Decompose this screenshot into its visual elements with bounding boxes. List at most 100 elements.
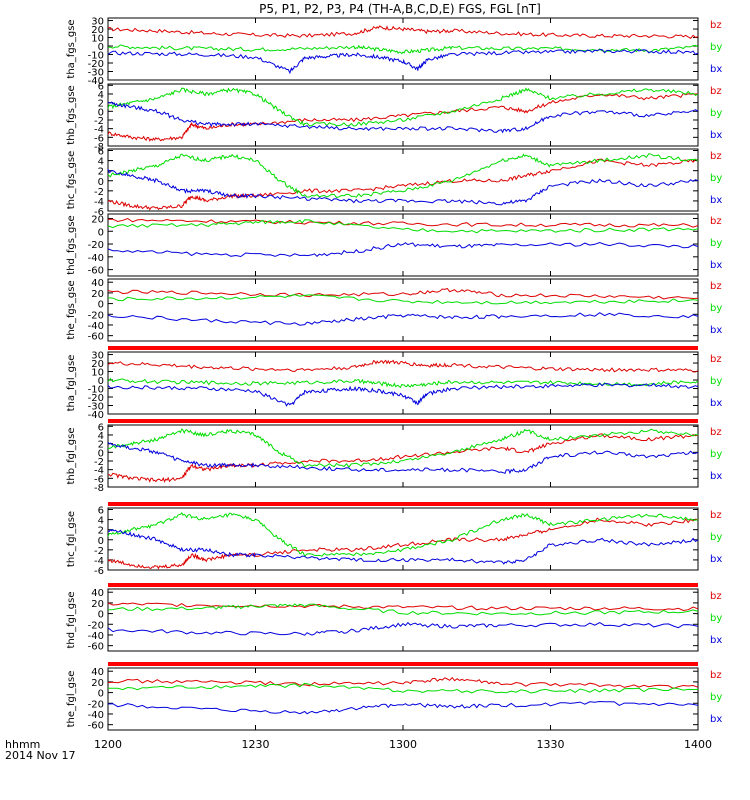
y-tick-label: -6 bbox=[94, 566, 104, 577]
y-tick-label: 40 bbox=[91, 667, 104, 678]
series-line-by bbox=[107, 377, 699, 388]
y-tick-label: 2 bbox=[98, 440, 104, 451]
y-tick-label: 2 bbox=[98, 167, 104, 178]
y-tick-label: -20 bbox=[88, 699, 104, 710]
legend-bx: bx bbox=[710, 471, 722, 482]
legend-by: by bbox=[710, 376, 722, 387]
panel-frame bbox=[107, 17, 699, 81]
y-tick-label: -4 bbox=[94, 125, 104, 136]
y-tick-label: -20 bbox=[88, 620, 104, 631]
y-tick-label: 4 bbox=[98, 90, 104, 101]
y-tick-label: -20 bbox=[88, 310, 104, 321]
legend-bz: bz bbox=[710, 216, 722, 227]
legend-bx: bx bbox=[710, 130, 722, 141]
series-line-bz bbox=[108, 25, 699, 39]
panel-frame bbox=[107, 278, 699, 342]
flag-bar-0 bbox=[108, 346, 698, 350]
y-axis-label: thb_fgs_gse bbox=[66, 85, 77, 144]
legend-by: by bbox=[710, 692, 722, 703]
series-line-bx bbox=[107, 621, 699, 636]
legend-bx: bx bbox=[710, 398, 722, 409]
legend-bz: bz bbox=[710, 510, 722, 521]
x-tick-label: 1200 bbox=[94, 738, 122, 751]
y-tick-label: 4 bbox=[98, 516, 104, 527]
series-line-by bbox=[107, 87, 699, 127]
legend-by: by bbox=[710, 449, 722, 460]
y-tick-label: -10 bbox=[88, 385, 104, 396]
y-tick-label: -60 bbox=[88, 332, 104, 343]
series-line-bz bbox=[107, 517, 699, 570]
y-axis-label: tha_fgs_gse bbox=[66, 19, 77, 78]
y-axis-label: thc_fgs_gse bbox=[66, 151, 77, 210]
y-tick-label: -20 bbox=[88, 393, 104, 404]
series-line-by bbox=[107, 294, 699, 305]
y-tick-label: -4 bbox=[94, 466, 104, 477]
series-line-bx bbox=[107, 48, 699, 75]
y-tick-label: -60 bbox=[88, 721, 104, 732]
y-tick-label: 30 bbox=[91, 17, 104, 28]
series-line-bx bbox=[107, 700, 699, 715]
legend-bx: bx bbox=[710, 635, 722, 646]
y-tick-label: -30 bbox=[88, 68, 104, 79]
x-tick-label: 1300 bbox=[389, 738, 417, 751]
y-tick-label: -40 bbox=[88, 710, 104, 721]
series-line-by bbox=[108, 682, 699, 694]
legend-bz: bz bbox=[710, 281, 722, 292]
y-tick-label: -8 bbox=[94, 142, 104, 153]
y-tick-label: -6 bbox=[94, 133, 104, 144]
panel-frame bbox=[107, 588, 699, 652]
y-tick-label: 0 bbox=[98, 448, 104, 459]
flag-bar-4 bbox=[108, 662, 698, 666]
y-tick-label: -40 bbox=[88, 253, 104, 264]
y-tick-label: 4 bbox=[98, 157, 104, 168]
legend-bx: bx bbox=[710, 554, 722, 565]
legend-bz: bz bbox=[710, 670, 722, 681]
y-tick-label: 20 bbox=[91, 359, 104, 370]
y-tick-label: -2 bbox=[94, 187, 104, 198]
y-tick-label: 6 bbox=[98, 506, 104, 517]
y-tick-label: 0 bbox=[98, 42, 104, 53]
legend-bx: bx bbox=[710, 714, 722, 725]
chart-title: P5, P1, P2, P3, P4 (TH-A,B,C,D,E) FGS, F… bbox=[259, 2, 541, 16]
y-tick-label: 20 bbox=[91, 599, 104, 610]
y-tick-label: 0 bbox=[98, 536, 104, 547]
y-axis-label: thb_fgl_gse bbox=[66, 428, 77, 485]
series-line-bz bbox=[107, 158, 699, 211]
y-axis-label: the_fgl_gse bbox=[66, 671, 77, 728]
y-tick-label: -6 bbox=[94, 474, 104, 485]
panel-frame bbox=[107, 351, 699, 415]
y-tick-label: 6 bbox=[98, 81, 104, 92]
legend-bz: bz bbox=[710, 591, 722, 602]
legend-bx: bx bbox=[710, 260, 722, 271]
y-axis-label: thd_fgs_gse bbox=[66, 215, 77, 274]
y-tick-label: -40 bbox=[88, 410, 104, 421]
flag-bar-2 bbox=[108, 502, 698, 506]
y-tick-label: -10 bbox=[88, 51, 104, 62]
series-line-by bbox=[107, 603, 699, 616]
series-line-bz bbox=[107, 287, 699, 300]
y-axis-label: thd_fgl_gse bbox=[66, 592, 77, 649]
y-tick-label: 0 bbox=[98, 610, 104, 621]
y-tick-label: -30 bbox=[88, 402, 104, 413]
legend-bz: bz bbox=[710, 20, 722, 31]
y-tick-label: -60 bbox=[88, 266, 104, 277]
x-axis-label-date: 2014 Nov 17 bbox=[5, 749, 75, 762]
legend-bz: bz bbox=[710, 354, 722, 365]
legend-bz: bz bbox=[710, 151, 722, 162]
y-tick-label: 10 bbox=[91, 34, 104, 45]
legend-bz: bz bbox=[710, 86, 722, 97]
series-line-bx bbox=[107, 101, 699, 134]
legend-by: by bbox=[710, 303, 722, 314]
y-tick-label: 4 bbox=[98, 431, 104, 442]
series-line-by bbox=[107, 153, 699, 199]
x-tick-label: 1400 bbox=[684, 738, 712, 751]
y-tick-label: 10 bbox=[91, 368, 104, 379]
